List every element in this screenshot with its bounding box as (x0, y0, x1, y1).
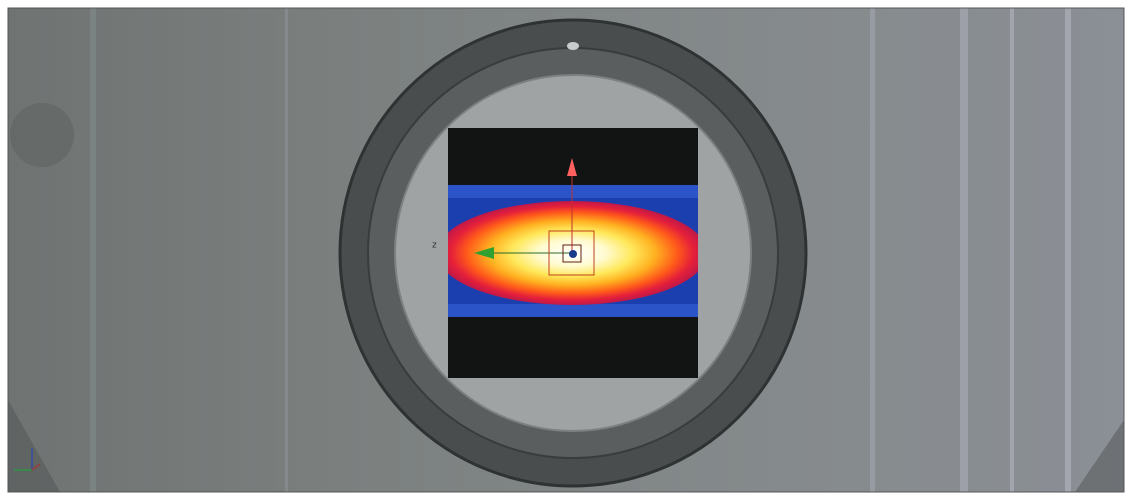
axis-x-arrow (474, 247, 494, 259)
axis-label: z (432, 241, 437, 251)
background-stripes (90, 8, 1071, 492)
ring-marker (567, 42, 579, 50)
axis-y-arrow (567, 158, 577, 176)
gizmo-center (569, 250, 577, 258)
viewport-border (7, 7, 1125, 493)
gizmo-inner (562, 244, 582, 263)
corner-shadow (8, 400, 60, 492)
corner-shadow (1075, 420, 1124, 492)
shadow-blob (10, 103, 74, 167)
gizmo-box (548, 230, 595, 276)
